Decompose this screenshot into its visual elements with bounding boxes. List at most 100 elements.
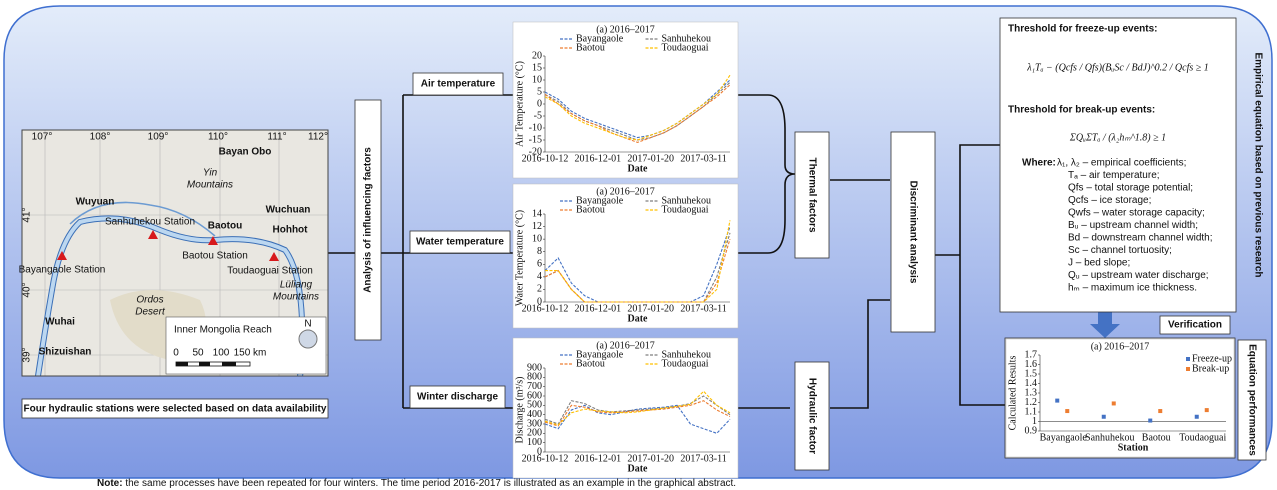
station-label: Bayangaole Station bbox=[19, 265, 106, 276]
y-tick-label: -5 bbox=[534, 110, 542, 121]
scale-label: 100 bbox=[213, 348, 230, 359]
caption-box bbox=[21, 398, 329, 419]
y-tick-label: 6 bbox=[537, 259, 542, 270]
scale-seg bbox=[176, 362, 188, 366]
y-tick-label: 200 bbox=[527, 428, 542, 439]
series-line bbox=[544, 404, 731, 434]
lat-label: 39° bbox=[22, 347, 33, 362]
place-label: Wuchuan bbox=[266, 205, 311, 216]
eq-item: J – bed slope; bbox=[1068, 258, 1130, 269]
station-label: Baotou Station bbox=[182, 251, 248, 262]
chart-bg bbox=[512, 337, 739, 479]
x-tick-label: 2017-03-11 bbox=[680, 153, 726, 164]
canal bbox=[69, 201, 216, 237]
series-line bbox=[544, 400, 731, 427]
point bbox=[1065, 409, 1070, 414]
y-tick-label: 10 bbox=[532, 233, 542, 244]
y-axis-label: Air Temperature (°C) bbox=[514, 61, 525, 147]
series-line bbox=[544, 395, 731, 425]
y-tick-label: 700 bbox=[527, 381, 542, 392]
note: Note: the same processes have been repea… bbox=[97, 478, 736, 489]
equation-box bbox=[999, 17, 1237, 313]
legend-swatch bbox=[1186, 367, 1190, 371]
legend-label: Toudaoguai bbox=[662, 42, 709, 53]
legend-label: Baotou bbox=[576, 204, 605, 215]
y-tick-label: 5 bbox=[537, 86, 542, 97]
eq-item: Tₐ – air temperature; bbox=[1068, 170, 1160, 181]
eq-item: Qcfs – ice storage; bbox=[1068, 195, 1151, 206]
scale-label: 0 bbox=[173, 348, 179, 359]
eq-item: λ₁, λ₂ – empirical coefficients; bbox=[1057, 158, 1186, 169]
place-label: Wuhai bbox=[45, 317, 75, 328]
factor-label: Water temperature bbox=[416, 237, 504, 248]
legend-label: Sanhuhekou bbox=[662, 195, 711, 206]
y-tick-label: 12 bbox=[532, 221, 542, 232]
legend-label: Baotou bbox=[576, 358, 605, 369]
y-tick-label: 1.6 bbox=[1025, 359, 1038, 370]
y-tick-label: -20 bbox=[529, 146, 542, 157]
y-tick-label: 500 bbox=[527, 400, 542, 411]
point bbox=[1055, 398, 1060, 403]
lon-label: 111° bbox=[267, 132, 286, 143]
series-line bbox=[544, 238, 731, 303]
chart-bg bbox=[512, 183, 739, 329]
y-tick-label: 1.4 bbox=[1025, 378, 1038, 389]
factor-label: Winter discharge bbox=[417, 392, 498, 403]
place-label: Hohhot bbox=[273, 225, 309, 236]
x-axis-label: Date bbox=[628, 463, 649, 474]
y-tick-label: 4 bbox=[537, 271, 542, 282]
note-label: Note: bbox=[97, 478, 123, 489]
series-line bbox=[544, 84, 731, 143]
vertical-label: Thermal factors bbox=[806, 157, 817, 232]
series-line bbox=[544, 74, 731, 141]
legend-label: Bayangaole bbox=[576, 33, 624, 44]
point bbox=[1194, 414, 1199, 419]
y-tick-label: 1.3 bbox=[1025, 387, 1038, 398]
y-tick-label: -10 bbox=[529, 122, 542, 133]
legend-label: Bayangaole bbox=[576, 349, 624, 360]
x-tick-label: 2016-12-01 bbox=[575, 453, 622, 464]
y-axis-label: Water Temperature (°C) bbox=[514, 210, 525, 306]
lon-label: 110° bbox=[208, 132, 228, 143]
x-tick-label: 2017-01-20 bbox=[627, 153, 674, 164]
eq-title: Threshold for freeze-up events: bbox=[1008, 24, 1157, 35]
place-label: Shizuishan bbox=[39, 347, 92, 358]
eq-formula: ΣQᵤΣTₐ / (λ₂hₘ^1.8) ≥ 1 bbox=[1069, 132, 1166, 143]
eq-item: Sc – channel tortuosity; bbox=[1068, 245, 1172, 256]
y-tick-label: 2 bbox=[537, 284, 542, 295]
place-label: Baotou bbox=[208, 221, 242, 232]
x-tick-label: 2016-12-01 bbox=[575, 303, 622, 314]
y-tick-label: 20 bbox=[532, 50, 542, 61]
x-tick-label: Bayangaole bbox=[1040, 432, 1088, 443]
y-tick-label: 15 bbox=[532, 62, 542, 73]
vertical-label: Hydraulic factor bbox=[806, 378, 817, 454]
y-tick-label: 1 bbox=[1032, 416, 1037, 427]
y-tick-label: 1.7 bbox=[1025, 349, 1038, 360]
analysis-box bbox=[354, 99, 382, 341]
place-label: Lüliang bbox=[280, 280, 313, 291]
station-label: Sanhuhekou Station bbox=[105, 217, 195, 228]
lon-label: 107° bbox=[32, 132, 53, 143]
scale-label: 150 km bbox=[234, 348, 267, 359]
place-label: Desert bbox=[135, 307, 166, 318]
x-tick-label: 2017-01-20 bbox=[627, 303, 674, 314]
lon-label: 112° bbox=[308, 132, 328, 143]
chart-title: (a) 2016–2017 bbox=[596, 340, 655, 351]
chart-title: (a) 2016–2017 bbox=[596, 186, 655, 197]
station-label: Toudaoguai Station bbox=[227, 266, 313, 277]
series-line bbox=[544, 390, 731, 426]
station-marker bbox=[208, 236, 218, 245]
place-label: Wuyuan bbox=[76, 197, 115, 208]
place-label: Mountains bbox=[187, 180, 233, 191]
y-axis-label: Calculated Results bbox=[1007, 356, 1018, 431]
legend-label: Toudaoguai bbox=[662, 358, 709, 369]
vertical-label: Analysis of influencing factors bbox=[363, 147, 374, 293]
scale-label: 50 bbox=[192, 348, 204, 359]
legend-swatch bbox=[1186, 357, 1190, 361]
vertical-label: Discriminant analysis bbox=[907, 181, 918, 284]
factor-box bbox=[409, 385, 506, 409]
point bbox=[1158, 409, 1163, 414]
legend-label: Sanhuhekou bbox=[662, 349, 711, 360]
map-frame bbox=[21, 129, 329, 377]
y-tick-label: 0 bbox=[537, 446, 542, 457]
